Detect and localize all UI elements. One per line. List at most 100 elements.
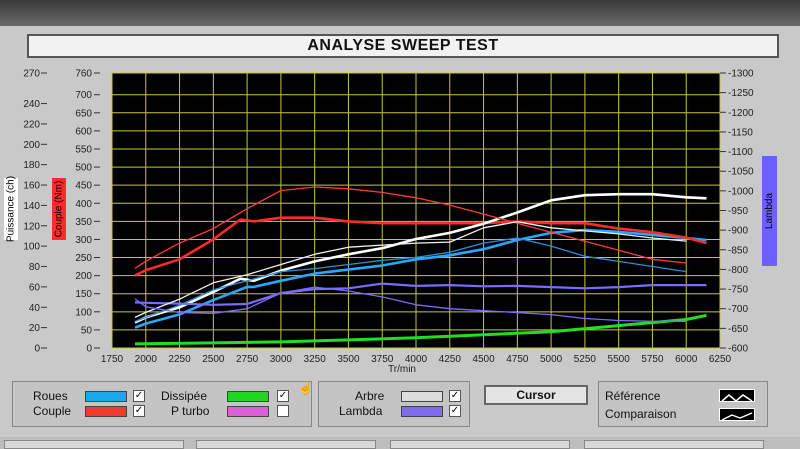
axis-label-x: Tr/min xyxy=(388,364,416,375)
puissance-tick-label: 140 xyxy=(23,201,40,212)
x-tick-label: 2500 xyxy=(202,354,225,365)
legend-panel-mid: Arbre ✓ Lambda ✓ xyxy=(318,381,470,427)
couple-tick-label: 500 xyxy=(75,163,92,174)
lambda-tick-label: -1300 xyxy=(728,69,754,80)
lambda-tick-label: -1050 xyxy=(728,167,754,178)
reference-mode-icon[interactable] xyxy=(719,389,755,403)
lambda-tick-label: -1150 xyxy=(728,127,753,138)
lambda-tick-label: -1250 xyxy=(728,88,754,99)
cursor-button[interactable]: Cursor xyxy=(484,385,588,405)
checkbox-arbre[interactable]: ✓ xyxy=(449,390,461,402)
couple-tick-label: 50 xyxy=(81,325,93,336)
top-bezel xyxy=(0,0,800,26)
lambda-tick-label: -850 xyxy=(728,245,748,256)
couple-tick-label: 450 xyxy=(75,181,92,192)
x-tick-label: 3250 xyxy=(304,354,327,365)
x-tick-label: 5500 xyxy=(608,354,631,365)
comparaison-mode-icon[interactable] xyxy=(719,408,755,421)
plot-area xyxy=(111,72,721,349)
lambda-tick-label: -700 xyxy=(728,304,748,315)
legend-swatch-couple xyxy=(85,406,127,417)
bottom-tab-4[interactable] xyxy=(584,440,764,449)
puissance-tick-label: 120 xyxy=(23,221,40,232)
axis-label-couple-box xyxy=(52,178,66,240)
checkbox-couple[interactable]: ✓ xyxy=(133,405,145,417)
x-tick-label: 5250 xyxy=(574,354,597,365)
axis-label-lambda-box xyxy=(762,156,777,266)
axis-label-lambda: Lambda xyxy=(764,192,775,229)
x-tick-label: 3500 xyxy=(337,354,360,365)
lambda-tick-label: -900 xyxy=(728,226,748,237)
series-line-comparaison-lambda xyxy=(134,286,687,322)
sweep-chart: 1750 2000 2250 2500 2750 3000 3250 3500 3750 4000… xyxy=(4,69,777,375)
couple-tick-label: 600 xyxy=(75,126,92,137)
legend-panel-left: Roues ✓ Couple ✓ Dissipée ✓ P turbo xyxy=(12,381,312,427)
couple-tick-label: 200 xyxy=(75,271,92,282)
puissance-tick-label: 240 xyxy=(23,99,40,110)
puissance-tick-label: 20 xyxy=(29,323,41,334)
legend-swatch-roues xyxy=(85,391,127,402)
x-tick-label: 2750 xyxy=(236,354,259,365)
legend-label-pturbo: P turbo xyxy=(171,404,210,418)
x-tick-label: 3750 xyxy=(371,354,394,365)
puissance-tick-label: 200 xyxy=(23,140,40,151)
couple-tick-label: 350 xyxy=(75,217,92,228)
lambda-tick-label: -800 xyxy=(728,265,748,276)
axis-label-couple: Couple (Nm) xyxy=(54,181,65,238)
couple-tick-label: 100 xyxy=(75,307,92,318)
axes-layer: 1750 2000 2250 2500 2750 3000 3250 3500 3750 4000… xyxy=(4,69,777,375)
couple-tick-label: 250 xyxy=(75,253,92,264)
puissance-tick-label: 220 xyxy=(23,119,40,130)
couple-tick-label: 400 xyxy=(75,199,92,210)
couple-tick-label: 0 xyxy=(86,344,92,355)
checkbox-lambda[interactable]: ✓ xyxy=(449,405,461,417)
legend-swatch-lambda xyxy=(401,406,443,417)
legend-label-dissipee: Dissipée xyxy=(161,389,208,403)
puissance-tick-label: 100 xyxy=(23,242,40,253)
legend-swatch-arbre xyxy=(401,391,443,402)
x-tick-label: 2000 xyxy=(135,354,158,365)
puissance-tick-label: 270 xyxy=(23,69,40,80)
x-tick-label: 6250 xyxy=(709,354,732,365)
lambda-tick-label: -1100 xyxy=(728,147,753,158)
legend-label-lambda: Lambda xyxy=(339,404,383,418)
lambda-tick-label: -650 xyxy=(728,324,748,335)
puissance-tick-label: 40 xyxy=(29,303,41,314)
legend-label-couple: Couple xyxy=(33,404,72,418)
x-tick-label: 1750 xyxy=(101,354,124,365)
couple-tick-label: 760 xyxy=(75,69,92,80)
legend-swatch-pturbo xyxy=(227,406,269,417)
series-line-dissip-e xyxy=(134,313,707,346)
couple-tick-label: 150 xyxy=(75,289,92,300)
couple-tick-label: 650 xyxy=(75,108,92,119)
x-tick-label: 5750 xyxy=(641,354,664,365)
series-line-comparaison-arbre xyxy=(134,221,687,318)
x-tick-label: 4500 xyxy=(472,354,495,365)
checkbox-roues[interactable]: ✓ xyxy=(133,390,145,402)
series-line-comparaison-roues xyxy=(134,237,687,323)
lambda-tick-label: -1200 xyxy=(728,108,754,119)
page-title: ANALYSE SWEEP TEST xyxy=(27,34,779,58)
x-tick-label: 4750 xyxy=(506,354,529,365)
bottom-tab-2[interactable] xyxy=(196,440,376,449)
axis-label-puissance-box xyxy=(4,178,18,240)
checkbox-dissipee[interactable]: ✓ xyxy=(277,390,289,402)
puissance-tick-label: 160 xyxy=(23,181,40,192)
series-line-lambda xyxy=(134,282,707,306)
bottom-tab-1[interactable] xyxy=(4,440,184,449)
lambda-tick-label: -1000 xyxy=(728,186,754,197)
legend-label-roues: Roues xyxy=(33,389,68,403)
x-tick-label: 4250 xyxy=(439,354,462,365)
bottom-tab-3[interactable] xyxy=(390,440,570,449)
checkbox-pturbo[interactable] xyxy=(277,405,289,417)
puissance-tick-label: 180 xyxy=(23,160,40,171)
couple-tick-label: 550 xyxy=(75,144,92,155)
axis-label-puissance: Puissance (ch) xyxy=(6,176,17,242)
couple-tick-label: 300 xyxy=(75,235,92,246)
mode-label-comparaison: Comparaison xyxy=(605,407,677,421)
series-line-roues xyxy=(134,228,707,329)
lambda-tick-label: -600 xyxy=(728,344,748,355)
lambda-tick-label: -750 xyxy=(728,285,748,296)
puissance-tick-label: 0 xyxy=(34,344,40,355)
